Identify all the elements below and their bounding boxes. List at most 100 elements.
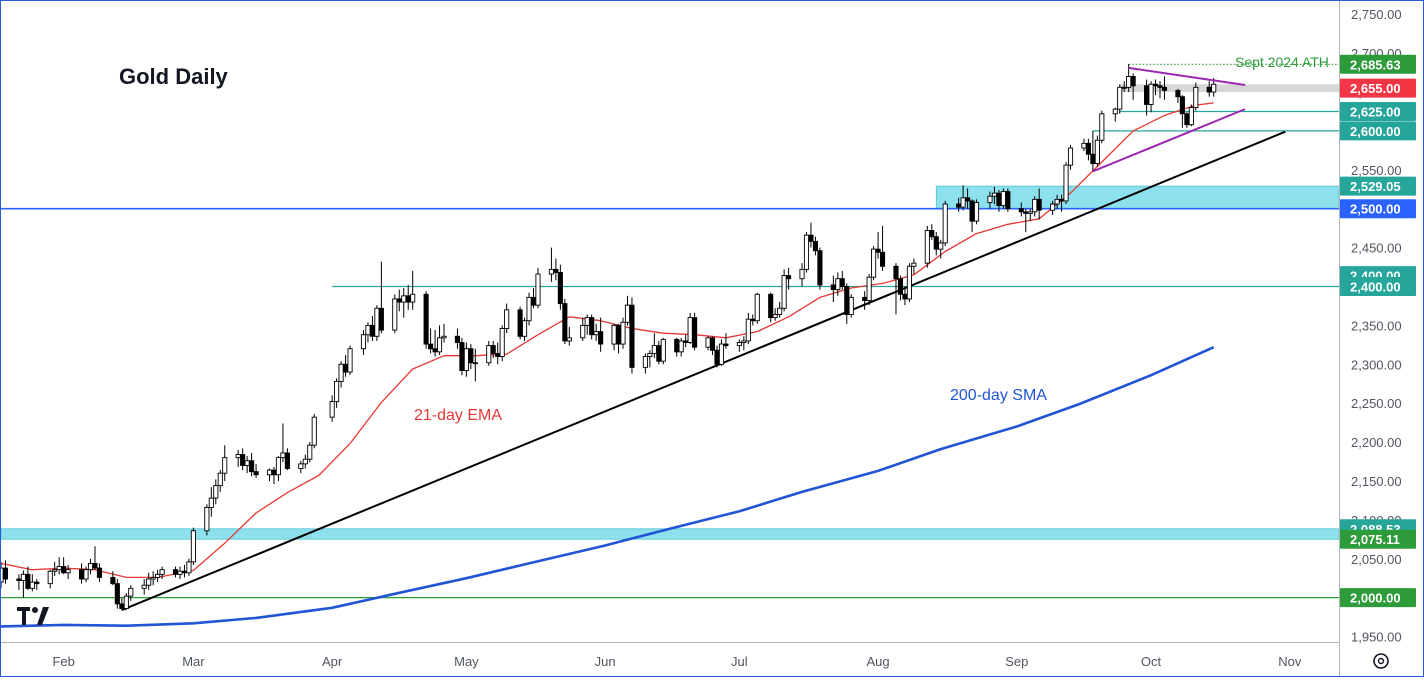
candle-body: [240, 454, 246, 466]
candle-body: [208, 497, 214, 508]
candle-body: [2, 567, 9, 580]
candle-body: [275, 457, 281, 476]
candle: [875, 232, 881, 259]
trendline: [121, 130, 1286, 612]
candle: [965, 188, 971, 209]
candle-body: [92, 562, 98, 569]
candle-body: [517, 309, 523, 337]
candle-body: [1117, 86, 1123, 110]
candle-body: [844, 286, 850, 315]
candle: [750, 314, 756, 326]
candle: [772, 308, 778, 321]
price-label-text: 2,685.63: [1350, 57, 1401, 72]
candle-body: [1112, 108, 1118, 115]
candle: [803, 232, 810, 273]
candle-body: [1000, 191, 1006, 207]
candle-body: [141, 584, 147, 589]
candle-body: [495, 352, 501, 357]
candle-body: [615, 324, 622, 345]
price-tick-label: 1,950.00: [1351, 630, 1402, 645]
candle-body: [718, 343, 725, 365]
candle: [566, 326, 572, 346]
price-tick-label: 2,050.00: [1351, 552, 1402, 567]
candle: [1206, 81, 1212, 97]
candle-body: [298, 463, 304, 469]
candle-body: [911, 262, 917, 267]
time-tick-label: Apr: [322, 654, 343, 669]
candle-body: [334, 380, 340, 403]
candle-body: [1175, 90, 1181, 98]
candle-body: [20, 573, 26, 581]
candle: [1193, 82, 1199, 111]
candle-body: [119, 603, 125, 609]
candle-body: [307, 444, 313, 460]
candle: [893, 263, 899, 315]
candle: [56, 557, 62, 575]
candle-body: [933, 236, 939, 250]
candle: [338, 361, 344, 388]
candle: [172, 566, 179, 578]
candle: [1005, 188, 1011, 212]
candle: [906, 263, 912, 303]
candle: [674, 337, 680, 357]
candle-body: [454, 335, 460, 343]
candle: [718, 339, 725, 366]
candle-body: [647, 352, 653, 357]
candle: [110, 571, 116, 586]
candle: [177, 566, 183, 579]
candle-body: [253, 471, 259, 476]
candle: [52, 561, 58, 576]
candle-body: [624, 304, 631, 323]
sma-200-line: [0, 346, 1215, 628]
candle-body: [709, 337, 716, 351]
candle-body: [150, 576, 156, 580]
candle: [1027, 208, 1033, 222]
candle: [114, 578, 120, 609]
candle: [92, 546, 98, 570]
candle-body: [589, 317, 595, 336]
candle: [911, 258, 917, 275]
candle-body: [1099, 113, 1105, 141]
price-label: 2,075.11: [1340, 529, 1416, 549]
candle-body: [598, 331, 604, 345]
candle-body: [459, 342, 465, 371]
candle: [629, 297, 635, 374]
candle: [280, 423, 286, 463]
candle-body: [16, 578, 22, 581]
candle: [714, 345, 720, 368]
support-zone: [0, 528, 1340, 540]
candle-body: [1211, 83, 1217, 93]
candle-body: [280, 452, 286, 459]
price-label: 2,400.00: [1340, 276, 1416, 296]
price-label: 2,685.63: [1340, 54, 1416, 74]
price-label-badge: [1340, 78, 1416, 98]
candle-body: [1027, 211, 1033, 214]
time-tick-label: Feb: [52, 654, 74, 669]
settings-gear-icon[interactable]: [1373, 653, 1389, 669]
candle: [190, 527, 196, 565]
candle-body: [392, 298, 398, 331]
price-tick-label: 2,750.00: [1351, 7, 1402, 22]
candle-body: [535, 273, 541, 306]
candle: [660, 337, 666, 365]
candle-body: [557, 272, 563, 305]
candle: [360, 330, 367, 355]
candle-body: [687, 317, 693, 343]
candle-body: [866, 276, 872, 301]
candle-body: [34, 581, 40, 585]
candle-body: [906, 265, 912, 300]
candle: [705, 336, 711, 351]
candle: [1085, 138, 1091, 161]
chart-title: Gold Daily: [119, 64, 229, 89]
price-tick-label: 2,300.00: [1351, 357, 1402, 372]
candle: [61, 557, 67, 575]
candle-body: [1036, 198, 1042, 211]
candle-body: [1063, 164, 1069, 202]
candle: [253, 463, 259, 478]
candle: [929, 224, 935, 240]
candle: [284, 448, 290, 471]
candle: [651, 333, 657, 359]
candle: [1148, 81, 1154, 113]
